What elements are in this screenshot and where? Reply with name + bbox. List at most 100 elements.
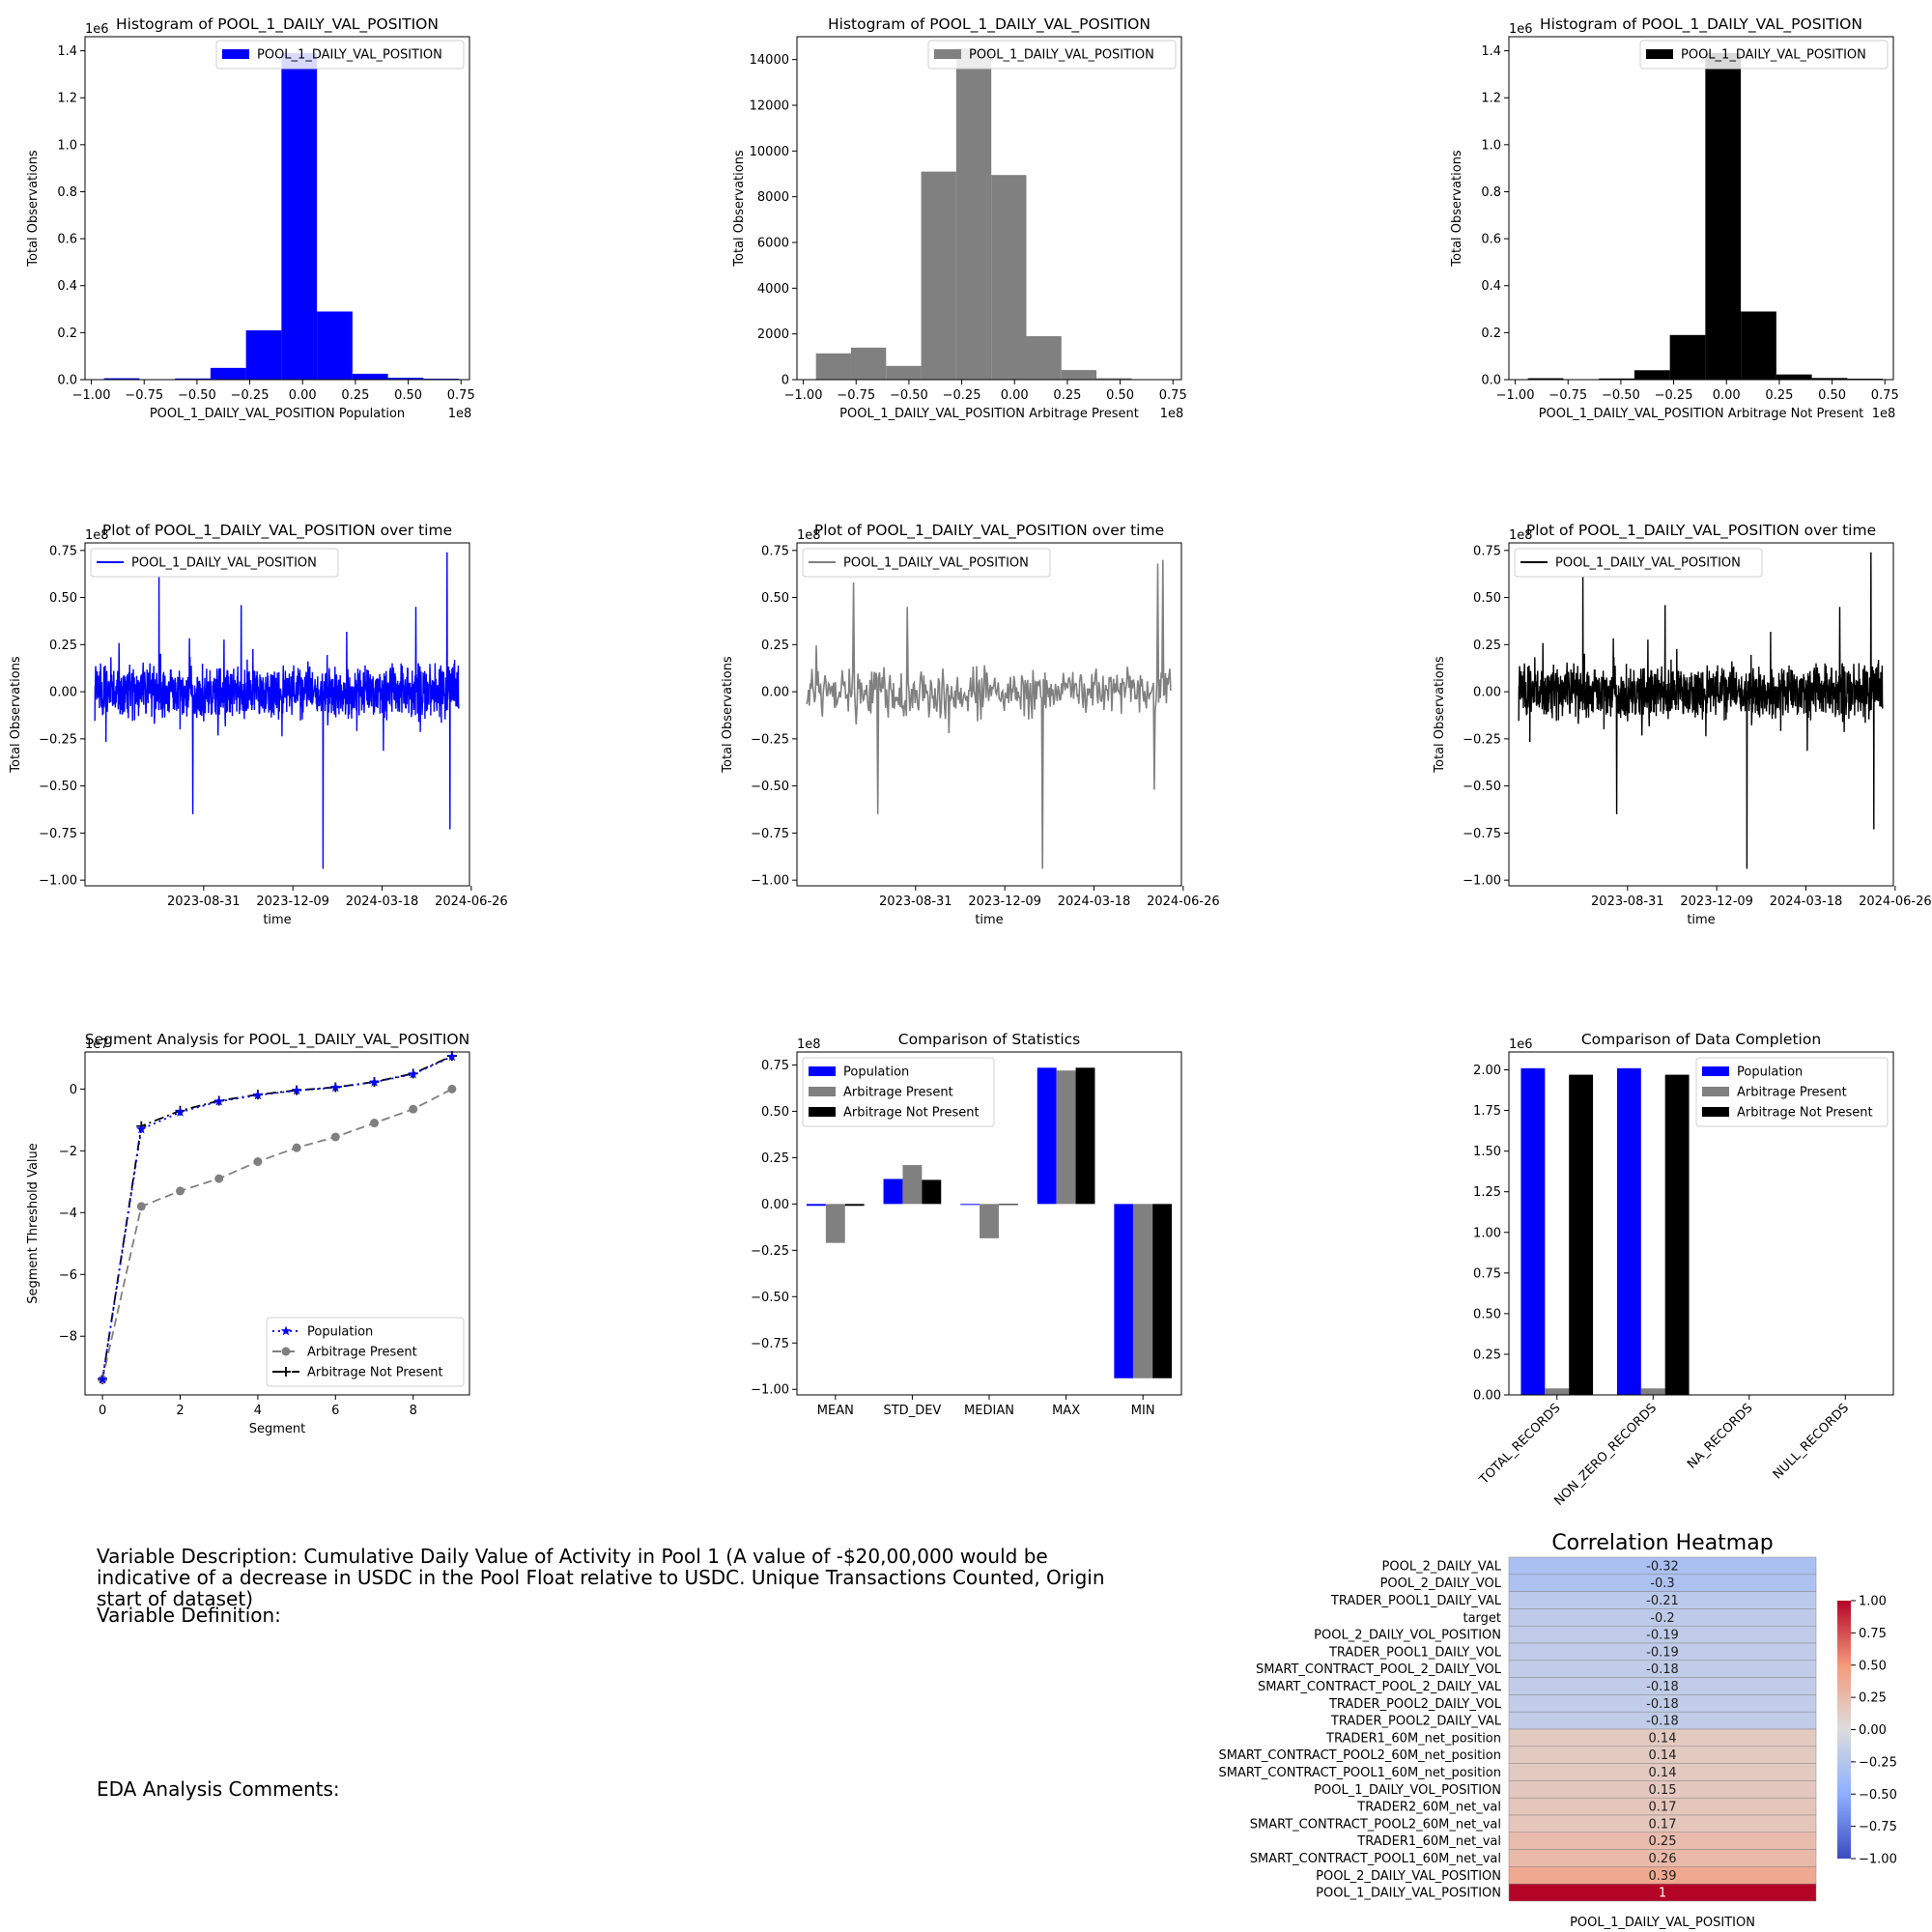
heatmap-value: -0.19 (1646, 1629, 1679, 1643)
x-tick-label: −0.75 (837, 388, 875, 403)
colorbar-tick-label: 0.00 (1859, 1723, 1887, 1738)
y-tick-label: −2 (59, 1145, 77, 1159)
x-tick-label: MEAN (817, 1404, 854, 1418)
colorbar-tick-label: −0.25 (1859, 1755, 1897, 1770)
y-tick-label: −0.50 (751, 1291, 789, 1305)
y-tick-label: 1.0 (1481, 138, 1501, 153)
y-tick-label: 0.75 (761, 544, 789, 558)
y-exponent: 1e8 (1509, 528, 1533, 543)
bar (1640, 1388, 1665, 1395)
bar (902, 1165, 923, 1205)
chart-title: Histogram of POOL_1_DAILY_VAL_POSITION (1540, 15, 1862, 34)
y-tick-label: 0.8 (57, 185, 77, 200)
chart-title: Segment Analysis for POOL_1_DAILY_VAL_PO… (85, 1031, 469, 1049)
bar (1114, 1204, 1134, 1378)
x-tick-label: MEDIAN (964, 1404, 1014, 1418)
x-tick-label: −0.50 (178, 388, 216, 403)
marker (280, 1325, 292, 1336)
histogram-bar (210, 367, 246, 380)
marker (369, 1076, 380, 1087)
x-axis-label: time (263, 913, 291, 927)
legend (1514, 548, 1763, 578)
legend-swatch (809, 1066, 836, 1076)
y-exponent: 1e6 (85, 22, 109, 37)
legend-swatch (809, 1107, 836, 1117)
y-tick-label: 0.50 (761, 591, 789, 606)
bar (1152, 1204, 1173, 1378)
x-tick-label: 0.50 (1106, 388, 1134, 403)
marker (370, 1119, 380, 1128)
y-axis-label: Total Observations (1450, 150, 1464, 268)
legend-swatch (809, 1087, 836, 1096)
x-tick-label: −0.75 (125, 388, 163, 403)
y-tick-label: −8 (59, 1330, 77, 1345)
marker (446, 1051, 458, 1062)
x-tick-label: TOTAL_RECORDS (1476, 1401, 1563, 1488)
heatmap-row-label: TRADER1_60M_net_position (1325, 1731, 1501, 1746)
y-tick-label: 0.50 (49, 591, 77, 606)
histogram-bar (1811, 378, 1848, 380)
y-tick-label: 6000 (757, 237, 789, 251)
y-axis-label: Total Observations (26, 150, 41, 268)
heatmap-row-label: SMART_CONTRACT_POOL2_60M_net_val (1250, 1817, 1501, 1832)
y-tick-label: 1.0 (57, 138, 77, 153)
legend-swatch (1702, 1087, 1729, 1096)
y-tick-label: 0.0 (57, 374, 77, 388)
heatmap-row-label: SMART_CONTRACT_POOL_2_DAILY_VAL (1258, 1680, 1502, 1694)
legend-swatch (1702, 1107, 1729, 1117)
marker (213, 1095, 224, 1106)
chart-title: Comparison of Statistics (898, 1031, 1080, 1048)
histogram-bar (1705, 53, 1742, 381)
axes-frame (84, 542, 470, 887)
y-axis-label: Total Observations (1433, 656, 1447, 774)
y-tick-label: −0.75 (751, 1337, 789, 1351)
heatmap-row-label: SMART_CONTRACT_POOL2_60M_net_position (1219, 1748, 1501, 1763)
grouped-bars-stats: Comparison of Statistics −1.00 −0.75 −0.50 −… (751, 1031, 1182, 1418)
heatmap-cell (1508, 1883, 1817, 1902)
x-exponent: 1e8 (1872, 407, 1896, 421)
bar (1075, 1067, 1095, 1205)
x-tick-label: MIN (1131, 1404, 1155, 1418)
x-tick-label: −0.25 (231, 388, 270, 403)
x-exponent: 1e8 (448, 407, 472, 421)
x-tick-label: 0.25 (1765, 388, 1793, 403)
axes-frame (796, 542, 1182, 887)
heatmap-x-label: POOL_1_DAILY_VAL_POSITION (1570, 1916, 1755, 1930)
heatmap-row-label: POOL_1_DAILY_VAL_POSITION (1316, 1887, 1501, 1901)
segment-line (101, 1055, 453, 1380)
heatmap-value: 0.15 (1649, 1783, 1677, 1798)
y-tick-label: 0.25 (49, 639, 77, 653)
y-tick-label: 14000 (750, 53, 789, 68)
histogram-bar (1634, 370, 1670, 380)
heatmap-row-label: TRADER_POOL1_DAILY_VOL (1328, 1645, 1502, 1660)
heatmap-row-label: TRADER_POOL1_DAILY_VAL (1330, 1594, 1502, 1608)
legend-label: POOL_1_DAILY_VAL_POSITION (969, 48, 1154, 63)
x-tick-label: 2023-12-09 (968, 895, 1041, 909)
x-tick-label: 0.00 (1001, 388, 1029, 403)
colorbar-tick-label: −0.50 (1859, 1788, 1897, 1803)
legend (215, 40, 465, 70)
y-tick-label: 0.00 (761, 1198, 789, 1212)
histogram-bar (1026, 336, 1062, 380)
marker (175, 1186, 185, 1196)
y-tick-label: −0.25 (1463, 732, 1501, 747)
heatmap-row-label: TRADER1_60M_net_val (1356, 1834, 1501, 1849)
legend-label: Arbitrage Not Present (307, 1366, 443, 1380)
y-tick-label: 2.00 (1473, 1064, 1501, 1078)
axes-frame (84, 36, 470, 381)
y-tick-label: −1.00 (39, 874, 77, 889)
x-tick-label: 0 (99, 1404, 106, 1418)
grouped-bars-completion: Comparison of Data Completion 0.00 0.25 0.5… (1473, 1031, 1894, 1509)
y-tick-label: 1.50 (1473, 1145, 1501, 1159)
bar (806, 1204, 826, 1207)
y-tick-label: 0.6 (57, 233, 77, 247)
heatmap-value: -0.18 (1646, 1662, 1679, 1677)
x-tick-label: 2023-08-31 (879, 895, 952, 909)
bar (825, 1204, 845, 1243)
x-tick-label: 0.50 (394, 388, 422, 403)
chart-title: Plot of POOL_1_DAILY_VAL_POSITION over t… (814, 522, 1164, 540)
bar (1520, 1067, 1546, 1395)
timeseries-line_arb: Plot of POOL_1_DAILY_VAL_POSITION over t… (721, 522, 1220, 927)
x-tick-label: 8 (410, 1404, 417, 1418)
